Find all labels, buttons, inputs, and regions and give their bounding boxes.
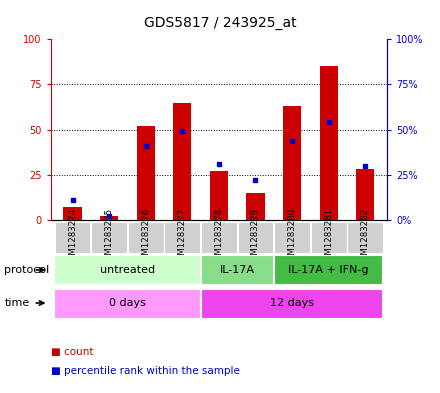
Bar xyxy=(201,288,382,318)
Bar xyxy=(54,288,199,318)
Text: GSM1283274: GSM1283274 xyxy=(68,208,77,266)
Bar xyxy=(91,222,127,253)
Text: 0 days: 0 days xyxy=(109,298,146,308)
Bar xyxy=(246,193,264,220)
Text: GSM1283281: GSM1283281 xyxy=(324,208,333,266)
Bar xyxy=(356,169,374,220)
Text: GSM1283276: GSM1283276 xyxy=(141,208,150,266)
Text: time: time xyxy=(4,298,29,308)
Bar xyxy=(55,222,91,253)
Text: untreated: untreated xyxy=(100,265,155,275)
Bar xyxy=(173,103,191,220)
Text: 12 days: 12 days xyxy=(270,298,314,308)
Bar xyxy=(63,208,82,220)
Bar xyxy=(274,222,310,253)
Text: GDS5817 / 243925_at: GDS5817 / 243925_at xyxy=(144,16,296,30)
Bar xyxy=(201,222,237,253)
Text: ■ count: ■ count xyxy=(51,347,93,357)
Text: GSM1283280: GSM1283280 xyxy=(288,208,297,266)
Bar xyxy=(347,222,383,253)
Bar xyxy=(274,255,382,285)
Text: GSM1283278: GSM1283278 xyxy=(214,208,224,266)
Bar xyxy=(210,171,228,220)
Text: IL-17A + IFN-g: IL-17A + IFN-g xyxy=(288,265,369,275)
Bar xyxy=(311,222,347,253)
Bar xyxy=(283,106,301,220)
Bar xyxy=(319,66,338,220)
Text: GSM1283275: GSM1283275 xyxy=(105,208,114,266)
Text: GSM1283282: GSM1283282 xyxy=(361,208,370,266)
Bar xyxy=(100,217,118,220)
Bar xyxy=(165,222,200,253)
Bar xyxy=(136,126,155,220)
Bar xyxy=(238,222,273,253)
Text: GSM1283279: GSM1283279 xyxy=(251,208,260,266)
Text: ■ percentile rank within the sample: ■ percentile rank within the sample xyxy=(51,366,239,376)
Text: IL-17A: IL-17A xyxy=(220,265,255,275)
Bar xyxy=(201,255,273,285)
Bar xyxy=(54,255,199,285)
Bar xyxy=(128,222,164,253)
Text: protocol: protocol xyxy=(4,265,50,275)
Text: GSM1283277: GSM1283277 xyxy=(178,208,187,266)
